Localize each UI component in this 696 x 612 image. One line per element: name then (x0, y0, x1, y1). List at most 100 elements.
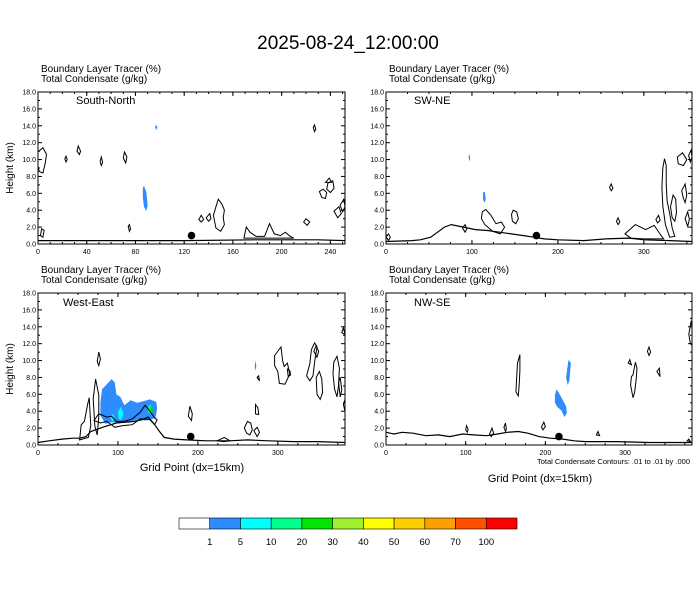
y-tick-label: 14.0 (22, 324, 36, 331)
colorbar-box (485, 517, 518, 530)
colorbar-label: 100 (478, 537, 494, 548)
shaded-region (155, 124, 158, 130)
y-tick-label: 0.0 (26, 242, 36, 249)
y-tick-label: 12.0 (370, 140, 384, 147)
x-tick-label: 100 (112, 450, 124, 457)
panel-name: SW-NE (414, 95, 450, 107)
y-tick-label: 18.0 (22, 291, 36, 298)
contour-line (503, 422, 507, 434)
panel-header-line-1: Boundary Layer Tracer (%) (41, 265, 161, 276)
contour-line (212, 198, 225, 233)
colorbar-label: 1 (207, 537, 212, 548)
x-tick-label: 0 (36, 450, 40, 457)
contour-line (333, 205, 342, 219)
x-tick-label: 0 (384, 249, 388, 256)
colorbar-box (332, 517, 364, 530)
shaded-region (117, 406, 124, 421)
y-tick-label: 4.0 (26, 409, 36, 416)
colorbar-box (393, 517, 426, 530)
x-tick-label: 100 (466, 249, 478, 256)
y-tick-label: 16.0 (22, 307, 36, 314)
contour-line (646, 345, 652, 357)
terrain-line (37, 416, 346, 444)
contour-line (465, 423, 469, 434)
y-tick-label: 10.0 (370, 358, 384, 365)
y-tick-label: 12.0 (370, 341, 384, 348)
contour-line (76, 144, 82, 156)
y-tick-label: 4.0 (374, 409, 384, 416)
contour-line (615, 216, 621, 226)
contour-line (489, 426, 495, 438)
x-tick-label: 40 (83, 249, 91, 256)
panel-west-east: Boundary Layer Tracer (%) Total Condensa… (5, 265, 346, 474)
colorbar-label: 5 (238, 537, 243, 548)
contour-line (688, 148, 693, 164)
y-tick-label: 6.0 (374, 392, 384, 399)
shaded-region (483, 191, 486, 203)
colorbar-box (178, 517, 211, 530)
colorbar-box (363, 517, 395, 530)
panel-header-line-1: Boundary Layer Tracer (%) (389, 64, 509, 75)
y-tick-label: 14.0 (370, 324, 384, 331)
contour-line (480, 208, 506, 235)
plot-frame (385, 292, 693, 446)
contour-line (187, 406, 193, 422)
contour-line (99, 155, 104, 168)
plot-frame (37, 91, 346, 245)
contour-line (302, 217, 311, 227)
x-tick-label: 0 (384, 450, 388, 457)
y-tick-label: 2.0 (26, 426, 36, 433)
panel-header-line-2: Total Condensate (g/kg) (41, 74, 147, 85)
panel-south-north: Boundary Layer Tracer (%) Total Condensa… (5, 64, 346, 256)
x-axis-label: Grid Point (dx=15km) (488, 473, 592, 485)
panel-header-line-1: Boundary Layer Tracer (%) (41, 64, 161, 75)
contour-line (595, 430, 601, 437)
contour-line (684, 210, 690, 229)
contour-line (253, 426, 261, 438)
contour-line (39, 227, 45, 239)
location-marker (187, 231, 196, 240)
contour-line (93, 404, 158, 428)
panel-nw-se: Boundary Layer Tracer (%) Total Condensa… (370, 265, 693, 485)
contour-line (205, 212, 212, 222)
x-tick-label: 240 (325, 249, 337, 256)
colorbar-label: 50 (389, 537, 400, 548)
x-tick-label: 300 (638, 249, 650, 256)
y-tick-label: 6.0 (26, 191, 36, 198)
y-tick-label: 6.0 (26, 392, 36, 399)
contour-line (312, 123, 317, 134)
contour-line (92, 379, 100, 436)
panel-name: NW-SE (414, 297, 450, 309)
contour-line (676, 152, 688, 167)
contour-line (656, 366, 661, 377)
x-tick-label: 300 (272, 450, 284, 457)
y-tick-label: 8.0 (26, 174, 36, 181)
y-tick-label: 6.0 (374, 191, 384, 198)
shaded-region (566, 359, 571, 385)
y-tick-label: 12.0 (22, 140, 36, 147)
x-tick-label: 80 (132, 249, 140, 256)
x-tick-label: 160 (227, 249, 239, 256)
panel-header-line-2: Total Condensate (g/kg) (389, 275, 495, 286)
panel-header-line-2: Total Condensate (g/kg) (389, 74, 495, 85)
location-marker (532, 231, 541, 240)
y-tick-label: 18.0 (370, 291, 384, 298)
y-tick-label: 8.0 (374, 375, 384, 382)
contour-line (122, 150, 128, 165)
panel-name: South-North (76, 95, 135, 107)
colorbar-box (240, 517, 272, 530)
contour-line (540, 420, 546, 431)
contour-line (79, 397, 92, 441)
y-tick-label: 8.0 (26, 375, 36, 382)
y-tick-label: 2.0 (26, 225, 36, 232)
x-tick-label: 200 (192, 450, 204, 457)
y-tick-label: 0.0 (374, 443, 384, 450)
shaded-region (254, 360, 257, 371)
colorbar-label: 70 (450, 537, 461, 548)
contour-line (661, 158, 676, 238)
y-tick-label: 2.0 (374, 225, 384, 232)
contour-line (243, 222, 295, 239)
contour-line (255, 402, 260, 416)
y-tick-label: 16.0 (370, 106, 384, 113)
